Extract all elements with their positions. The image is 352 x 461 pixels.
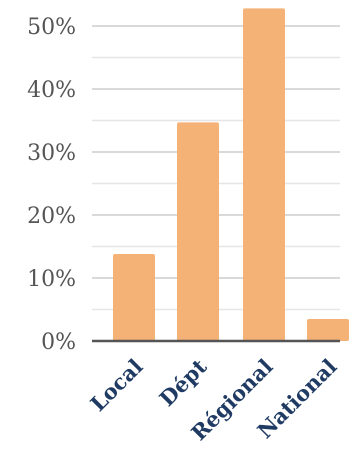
x-tick-label: Local xyxy=(85,354,147,416)
y-tick-label: 10% xyxy=(27,267,76,292)
bar-dépt xyxy=(177,122,219,341)
y-tick-label: 30% xyxy=(27,141,76,166)
y-tick-label: 40% xyxy=(27,78,76,103)
bar-local xyxy=(113,254,155,341)
y-tick-label: 0% xyxy=(41,330,76,355)
bar-régional xyxy=(243,8,285,342)
y-tick-label: 20% xyxy=(27,204,76,229)
bar-national xyxy=(307,318,349,341)
y-tick-labels: 0% 10% 20% 30% 40% 50% xyxy=(27,15,76,355)
bars xyxy=(113,8,349,342)
y-tick-label: 50% xyxy=(27,15,76,40)
x-tick-label: Dépt xyxy=(154,354,211,411)
